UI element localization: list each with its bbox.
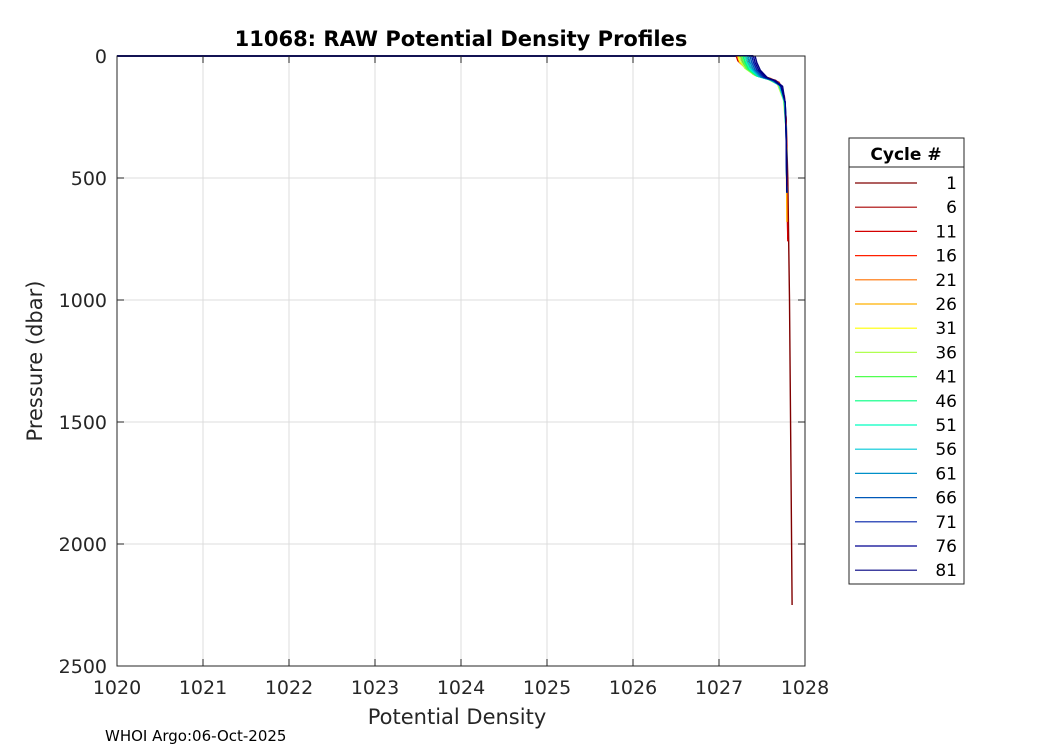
chart-title: 11068: RAW Potential Density Profiles — [235, 27, 688, 51]
x-tick-label: 1020 — [93, 677, 141, 699]
legend-label-56: 56 — [935, 440, 957, 460]
legend-label-61: 61 — [935, 464, 957, 484]
y-tick-label: 2500 — [59, 656, 107, 678]
legend-label-26: 26 — [935, 295, 957, 315]
x-axis-title: Potential Density — [368, 705, 547, 729]
legend-label-71: 71 — [935, 513, 957, 533]
ticks — [116, 55, 806, 667]
legend-label-16: 16 — [935, 247, 957, 267]
x-tick-label: 1025 — [523, 677, 571, 699]
legend-label-31: 31 — [935, 319, 957, 339]
legend-label-6: 6 — [946, 198, 957, 218]
legend-title: Cycle # — [870, 145, 941, 165]
series-line-cycle-81 — [754, 55, 788, 193]
legend-box — [848, 137, 965, 585]
x-tick-label: 1026 — [609, 677, 657, 699]
legend-label-81: 81 — [935, 561, 957, 581]
y-tick-label: 2000 — [59, 534, 107, 556]
legend-label-76: 76 — [935, 537, 957, 557]
x-tick-label: 1023 — [351, 677, 399, 699]
x-tick-labels: 1020 1021 1022 1023 1024 1025 1026 1027 1028 — [93, 677, 829, 699]
y-tick-label: 1000 — [59, 290, 107, 312]
y-axis-title: Pressure (dbar) — [23, 281, 47, 442]
footer-stamp: WHOI Argo:06-Oct-2025 — [105, 727, 286, 745]
legend-label-1: 1 — [946, 174, 957, 194]
y-tick-label: 0 — [95, 46, 107, 68]
x-tick-label: 1028 — [781, 677, 829, 699]
x-tick-label: 1021 — [179, 677, 227, 699]
legend-label-51: 51 — [935, 416, 957, 436]
legend-label-11: 11 — [935, 222, 957, 242]
series-layer — [735, 55, 793, 606]
x-tick-label: 1024 — [437, 677, 485, 699]
y-tick-label: 1500 — [59, 412, 107, 434]
legend-label-36: 36 — [935, 343, 957, 363]
y-tick-label: 500 — [71, 168, 107, 190]
legend-label-41: 41 — [935, 368, 957, 388]
x-tick-label: 1022 — [265, 677, 313, 699]
legend-label-66: 66 — [935, 489, 957, 509]
x-tick-label: 1027 — [695, 677, 743, 699]
y-tick-labels: 0 500 1000 1500 2000 2500 — [59, 46, 107, 678]
legend-label-21: 21 — [935, 271, 957, 291]
legend-label-46: 46 — [935, 392, 957, 412]
